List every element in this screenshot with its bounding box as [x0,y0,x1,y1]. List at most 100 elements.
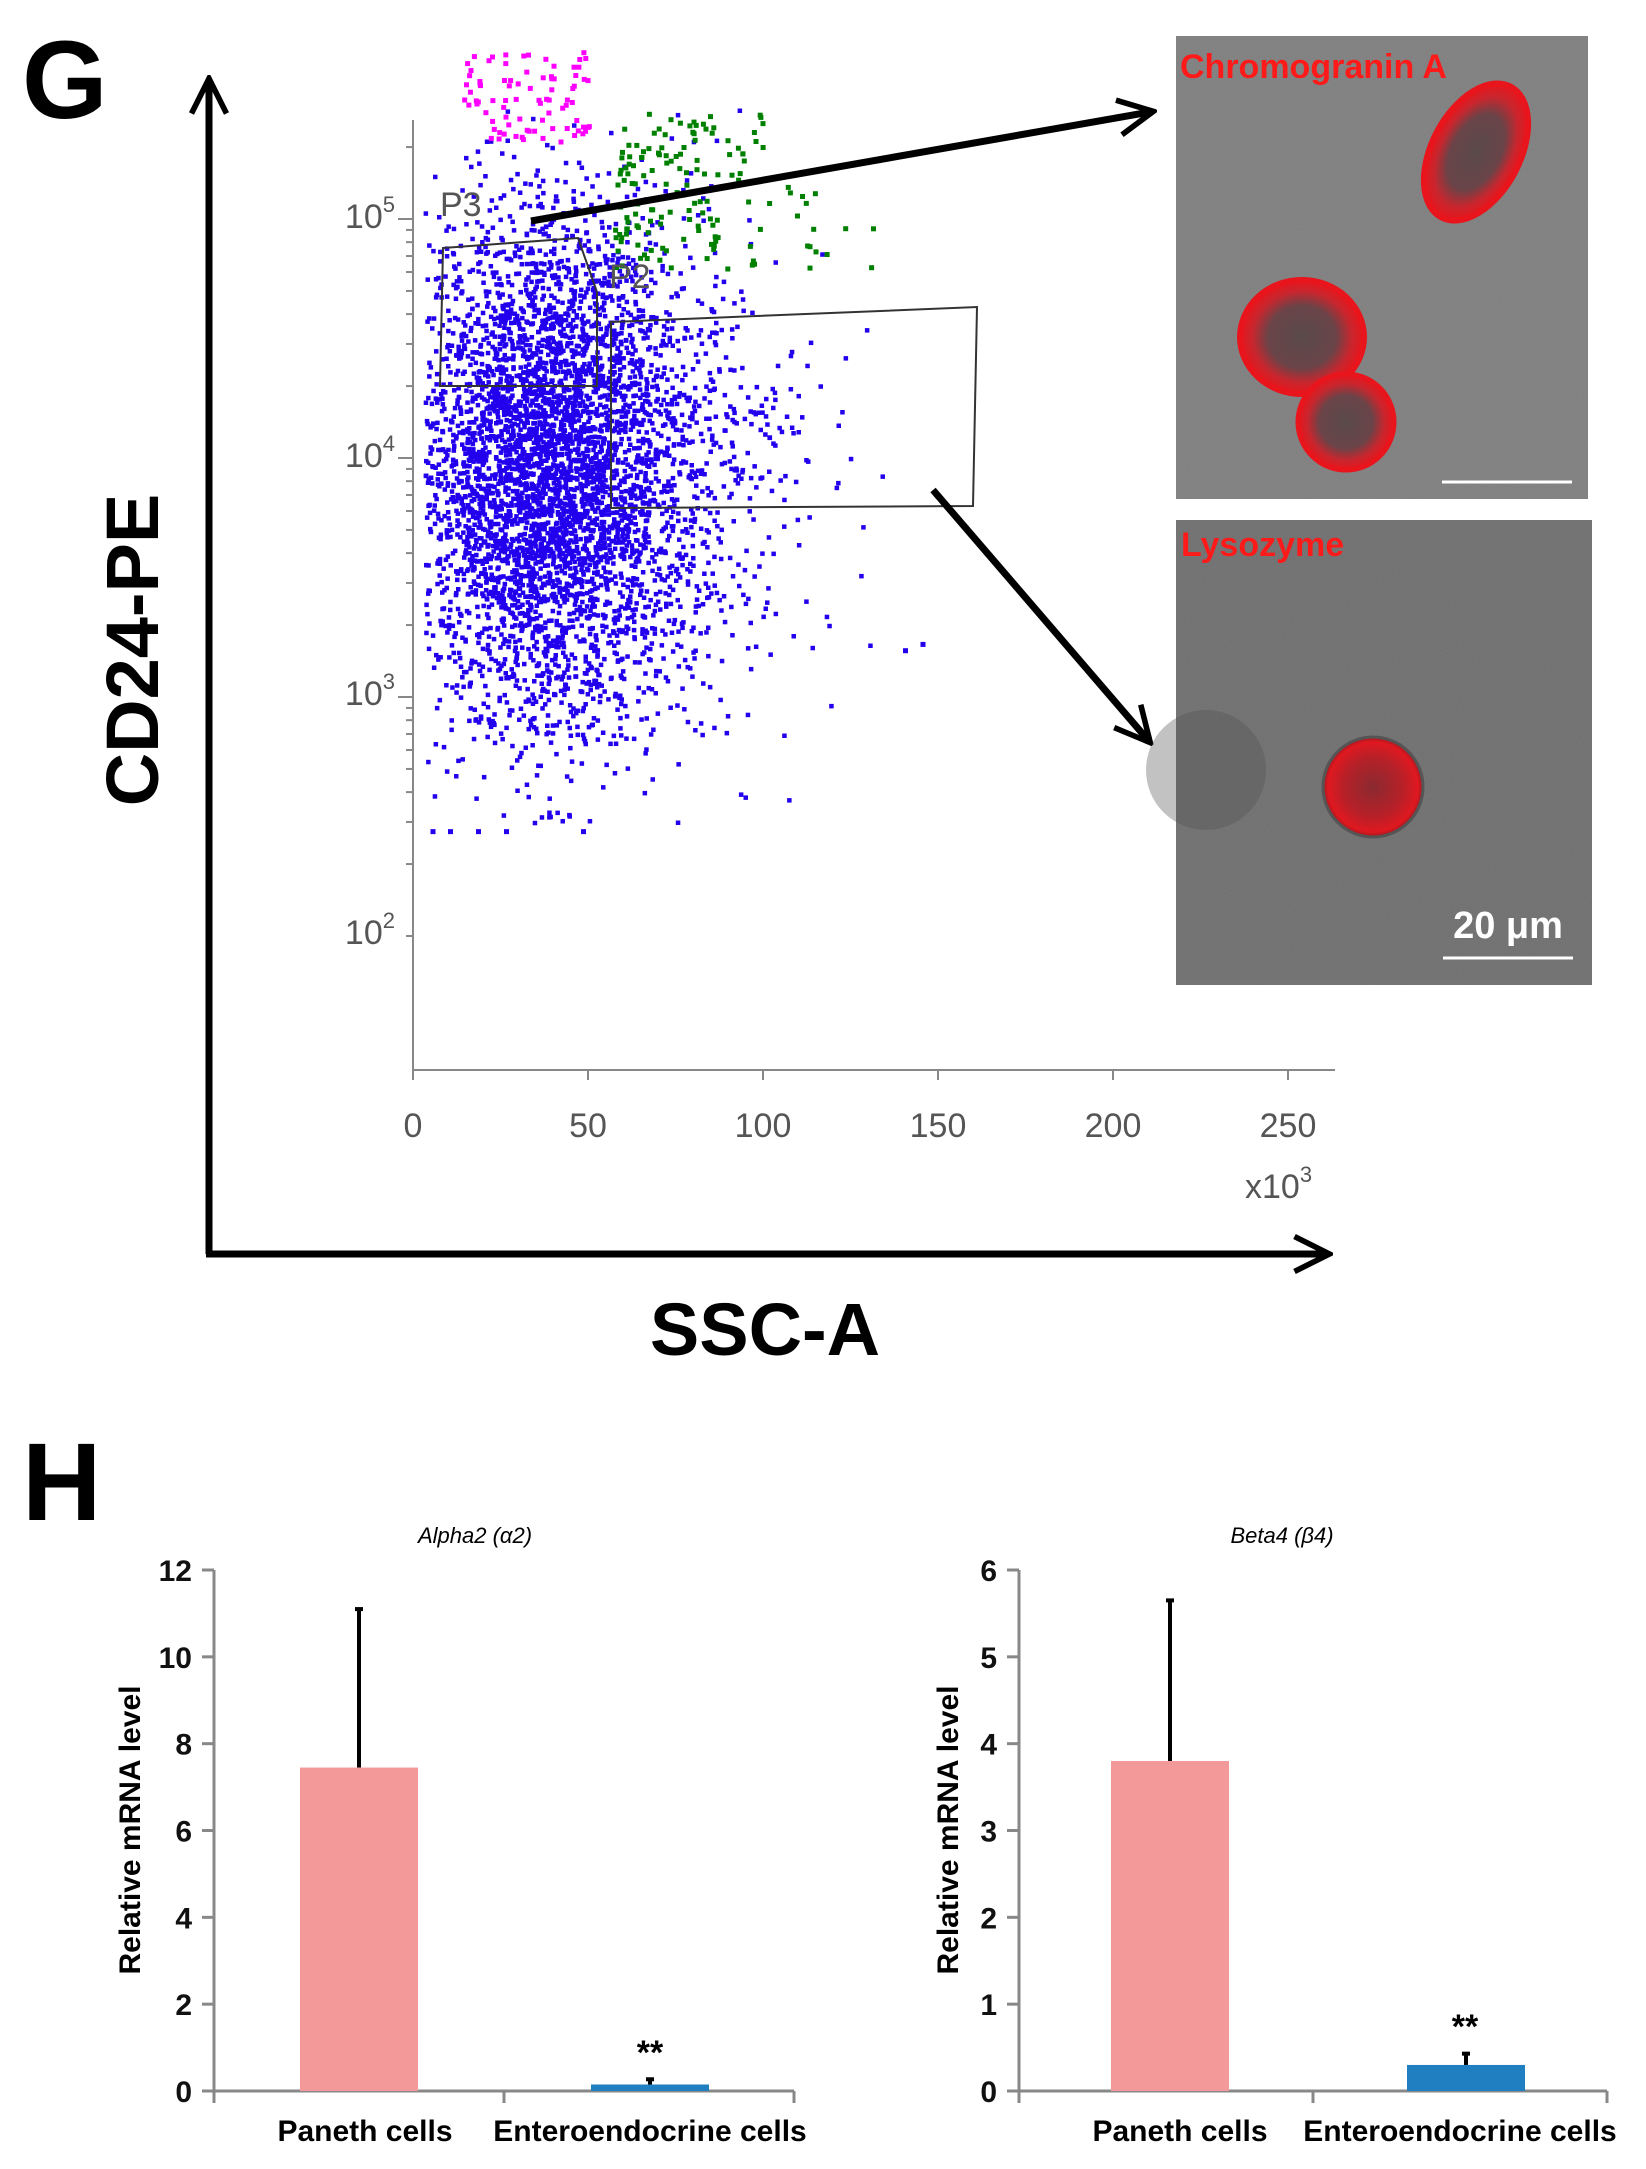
scatter-dot [519,750,524,756]
scatter-dot [511,553,517,558]
scatter-dot [748,620,753,626]
scatter-dot [506,312,512,317]
scatter-dot [441,458,447,464]
scatter-dot [698,721,704,726]
scatter-dot [426,395,431,401]
scatter-dot [467,450,472,455]
scatter-dot [438,536,443,542]
scatter-dot [527,385,533,390]
scatter-dot [446,364,451,369]
scatter-dot [766,535,772,540]
scatter-dot [646,560,651,566]
scatter-dot [670,563,675,569]
scatter-dot [598,557,604,563]
scatter-dot [690,511,695,516]
scatter-dot [426,476,431,482]
scatter-dot [478,522,483,528]
scatter-dot [512,648,518,654]
scatter-dot [724,730,730,736]
scatter-dot [517,604,523,610]
scatter-dot [485,642,491,648]
scatter-dot [626,540,632,545]
scatter-dot [530,692,535,697]
scatter-dot [778,478,783,483]
scatter-dot [436,657,441,662]
scatter-dot [534,591,540,596]
scatter-dot [525,600,531,605]
scatter-dot [499,617,505,623]
scatter-dot [543,620,548,625]
scatter-dot [634,601,639,606]
scatter-dot [534,425,540,431]
scatter-dot [609,283,614,289]
scatter-dot [492,391,497,397]
scatter-dot [571,713,576,719]
scatter-dot [514,581,520,587]
scatter-dot [545,563,551,568]
scatter-dot [547,554,552,559]
scatter-dot [631,393,636,399]
scatter-dot [706,625,711,630]
scatter-dot [493,543,498,549]
scatter-dot [536,465,542,470]
scatter-dot [503,367,509,372]
scatter-dot [470,554,475,559]
scatter-dot [602,253,608,259]
scatter-dot [526,698,532,704]
scatter-dot [433,277,439,282]
scatter-dot [549,670,554,675]
scatter-dot [455,398,460,403]
scatter-dot [758,476,763,481]
scatter-dot [455,518,460,523]
scatter-dot [559,677,564,682]
scatter-dot [541,468,546,473]
scatter-dot [467,312,472,317]
scatter-dot [470,590,475,595]
scatter-dot [565,343,570,349]
scatter-dot [643,179,649,185]
scatter-dot [540,360,545,365]
scatter-dot [433,174,438,180]
scatter-dot [580,464,585,469]
scatter-dot [536,444,541,449]
scatter-dot [528,655,533,660]
scatter-dot [707,370,713,376]
scatter-dot [449,419,454,425]
scatter-dot [502,427,508,433]
scatter-dot [618,495,624,500]
scatter-dot [534,261,539,267]
scatter-dot [679,412,685,418]
scatter-dot [487,476,492,481]
scatter-dot [592,604,597,609]
scatter-dot [534,436,539,441]
scatter-dot [526,726,531,732]
scatter-dot [685,579,691,584]
scatter-dot [644,747,649,752]
scatter-dot [590,441,596,446]
scatter-dot [552,368,557,374]
scatter-dot [434,652,439,658]
scatter-dot [769,488,775,494]
scatter-dot [550,434,555,439]
scatter-dot [479,494,484,500]
scatter-dot [565,719,570,725]
scatter-dot [760,551,765,556]
scatter-dot [427,360,432,366]
scatter-dot [623,420,628,426]
scatter-dot [581,829,586,835]
scatter-dot [535,380,541,385]
scatter-dot [734,421,739,426]
scatter-dot [573,519,578,525]
scatter-dot [505,561,510,566]
scatter-dot [497,464,502,470]
scatter-dot [491,549,496,554]
y-axis-label: CD24-PE [91,494,174,807]
scatter-dot [664,389,669,395]
scatter-dot [592,378,597,384]
scatter-dot [730,574,736,579]
scatter-dot [550,145,555,151]
scatter-dot [791,634,796,639]
scatter-dot [516,423,521,428]
scatter-dot [452,405,458,411]
scatter-dot [523,354,529,359]
